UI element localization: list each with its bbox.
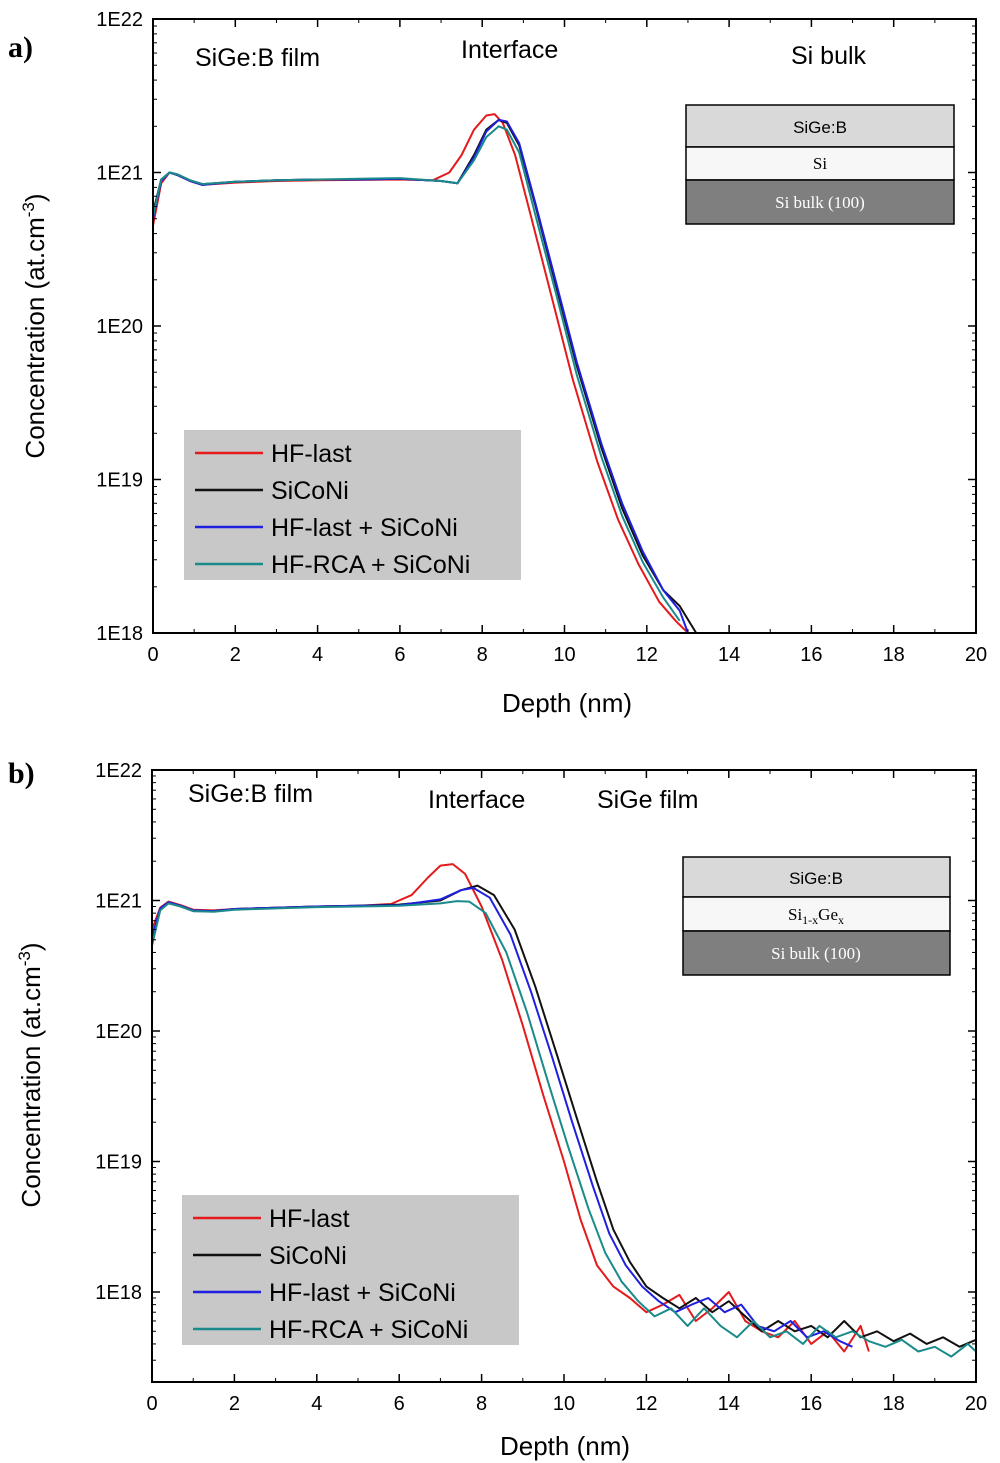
- panel-b-ticks: 0 2 4 6 8 10 12 14 16 18 20 1E18 1E19 1E20 1E21 1E22: [95, 760, 987, 1415]
- panel-b-legend-label: HF-last + SiCoNi: [269, 1279, 456, 1307]
- panel-a-x-tick-label: 16: [800, 644, 822, 666]
- panel-a-region-interface: Interface: [461, 36, 558, 64]
- stack-a-si-layer: [685, 146, 955, 181]
- panel-a-x-tick-label: 20: [965, 644, 987, 666]
- panel-b: b) 0 2 4 6 8 10 12 14 16 18 20 1E18 1E19 1E20 1E21 1E22…: [8, 757, 987, 1461]
- panel-b-x-tick-label: 12: [635, 1393, 657, 1415]
- panel-b-x-tick-label: 16: [800, 1393, 822, 1415]
- panel-a-region-bulk: Si bulk: [791, 42, 867, 70]
- panel-a-x-tick-label: 4: [312, 644, 323, 666]
- stack-b-sige-layer: [682, 896, 951, 932]
- panel-b-label: b): [8, 757, 35, 790]
- panel-a-x-tick-label: 12: [636, 644, 658, 666]
- panel-b-legend-label: HF-last: [269, 1205, 350, 1233]
- panel-b-x-tick-label: 8: [476, 1393, 487, 1415]
- panel-a-x-tick-label: 0: [147, 644, 158, 666]
- panel-a-y-tick-label: 1E21: [96, 163, 143, 185]
- panel-a-y-tick-label: 1E22: [96, 9, 143, 31]
- stack-a-sigeb-label: SiGe:B: [793, 118, 847, 137]
- stack-b-sigeb-layer: [682, 856, 951, 898]
- panel-b-region-interface: Interface: [428, 786, 525, 814]
- panel-b-x-tick-label: 10: [553, 1393, 575, 1415]
- panel-b-y-tick-label: 1E18: [95, 1282, 142, 1304]
- panel-a-label: a): [8, 31, 33, 64]
- panel-b-legend-box: [182, 1195, 519, 1345]
- panel-a-x-tick-label: 8: [477, 644, 488, 666]
- panel-a-legend-label: SiCoNi: [271, 477, 349, 505]
- panel-b-x-tick-label: 4: [311, 1393, 322, 1415]
- panel-b-x-tick-label: 6: [394, 1393, 405, 1415]
- panel-b-x-tick-label: 2: [229, 1393, 240, 1415]
- panel-b-legend-label: SiCoNi: [269, 1242, 347, 1270]
- stack-b-sigeb-label: SiGe:B: [789, 869, 843, 888]
- panel-a-x-tick-label: 10: [553, 644, 575, 666]
- panel-a-ticks: 0 2 4 6 8 10 12 14 16 18 20 1E18 1E19 1E20 1E21 1E22: [96, 9, 987, 666]
- panel-b-x-tick-label: 0: [146, 1393, 157, 1415]
- panel-a-x-tick-label: 18: [883, 644, 905, 666]
- panel-a-legend: HF-last SiCoNi HF-last + SiCoNi HF-RCA + Si…: [184, 430, 521, 580]
- panel-b-y-tick-label: 1E22: [95, 760, 142, 782]
- panel-b-series: [152, 863, 976, 1358]
- panel-b-y-tick-label: 1E19: [95, 1152, 142, 1174]
- stack-a-sigeb-layer: [685, 104, 955, 148]
- stack-b-sige-label: Si1-xGex: [788, 905, 844, 927]
- panel-b-x-tick-label: 14: [718, 1393, 740, 1415]
- panel-b-legend-label: HF-RCA + SiCoNi: [269, 1316, 468, 1344]
- panel-a-x-tick-label: 14: [718, 644, 740, 666]
- stack-b-bulk-label: Si bulk (100): [771, 944, 861, 963]
- panel-b-region-film: SiGe:B film: [188, 780, 313, 808]
- stack-a-bulk-label: Si bulk (100): [775, 193, 865, 212]
- panel-b-region-sige: SiGe film: [597, 786, 698, 814]
- panel-a-legend-label: HF-last: [271, 440, 352, 468]
- panel-a-x-tick-label: 2: [230, 644, 241, 666]
- panel-a-legend-label: HF-last + SiCoNi: [271, 514, 458, 542]
- panel-a-x-tick-label: 6: [394, 644, 405, 666]
- panel-a-series-hf-rca-siconi: [153, 125, 681, 622]
- panel-b-legend: HF-last SiCoNi HF-last + SiCoNi HF-RCA + Si…: [182, 1195, 519, 1345]
- stack-a-si-label: Si: [813, 154, 827, 173]
- panel-a: a) 0 2 4 6 8 10 12 14 16 18 20 1E18 1E19 1E20 1E21 1E22…: [8, 9, 987, 718]
- panel-b-y-axis-label: Concentration (at.cm-3): [15, 942, 46, 1207]
- panel-a-legend-box: [184, 430, 521, 580]
- panel-b-layer-stack: SiGe:B Si1-xGex Si bulk (100): [682, 856, 951, 976]
- stack-b-bulk-layer: [682, 930, 951, 976]
- panel-a-y-tick-label: 1E18: [96, 623, 143, 645]
- panel-a-y-tick-label: 1E20: [96, 316, 143, 338]
- stack-a-bulk-layer: [685, 179, 955, 225]
- panel-a-series: [153, 113, 698, 633]
- panel-a-x-axis-label: Depth (nm): [502, 688, 632, 718]
- panel-a-legend-label: HF-RCA + SiCoNi: [271, 551, 470, 579]
- panel-a-layer-stack: SiGe:B Si Si bulk (100): [685, 104, 955, 225]
- panel-b-x-tick-label: 18: [882, 1393, 904, 1415]
- panel-b-series-hf-rca-siconi: [152, 900, 976, 1358]
- panel-b-x-tick-label: 20: [965, 1393, 987, 1415]
- panel-a-y-axis-label: Concentration (at.cm-3): [19, 193, 50, 458]
- panel-b-y-tick-label: 1E21: [95, 891, 142, 913]
- panel-b-y-tick-label: 1E20: [95, 1021, 142, 1043]
- panel-a-y-tick-label: 1E19: [96, 470, 143, 492]
- panel-b-x-axis-label: Depth (nm): [500, 1431, 630, 1461]
- panel-a-region-film: SiGe:B film: [195, 44, 320, 72]
